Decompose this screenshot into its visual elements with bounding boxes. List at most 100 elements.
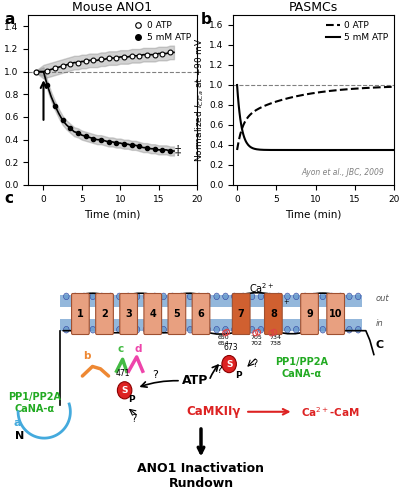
Circle shape: [249, 326, 254, 333]
Text: 734
738: 734 738: [269, 336, 281, 346]
Circle shape: [319, 326, 325, 333]
Text: ?: ?: [252, 359, 257, 369]
Text: 673: 673: [223, 343, 238, 352]
Circle shape: [81, 293, 87, 300]
Text: ‡: ‡: [174, 144, 180, 158]
Circle shape: [240, 326, 245, 333]
Y-axis label: Normalized $I_{ClCa}$ at +90 mV: Normalized $I_{ClCa}$ at +90 mV: [193, 38, 206, 162]
Circle shape: [152, 326, 157, 333]
Title: Mouse ANO1: Mouse ANO1: [72, 1, 152, 14]
Circle shape: [337, 293, 342, 300]
FancyBboxPatch shape: [264, 294, 282, 335]
Text: ANO1 Inactivation: ANO1 Inactivation: [137, 462, 264, 475]
Circle shape: [99, 293, 104, 300]
Circle shape: [169, 293, 175, 300]
Text: S: S: [121, 386, 128, 395]
Circle shape: [337, 326, 342, 333]
Text: N: N: [15, 430, 25, 440]
Circle shape: [293, 293, 298, 300]
FancyBboxPatch shape: [300, 294, 318, 335]
Circle shape: [240, 293, 245, 300]
Text: c: c: [4, 191, 13, 206]
Text: 705
702: 705 702: [250, 336, 262, 346]
Text: Ca$^{2+}$: Ca$^{2+}$: [264, 298, 290, 312]
Circle shape: [257, 326, 263, 333]
Circle shape: [72, 326, 78, 333]
Circle shape: [81, 326, 87, 333]
Circle shape: [90, 293, 95, 300]
Text: b: b: [200, 12, 211, 28]
Circle shape: [222, 293, 228, 300]
Circle shape: [196, 293, 201, 300]
Text: 7: 7: [237, 309, 244, 319]
Text: Rundown: Rundown: [168, 477, 233, 490]
Text: CaMKIIγ: CaMKIIγ: [186, 406, 239, 418]
Circle shape: [354, 293, 360, 300]
Text: 9: 9: [306, 309, 312, 319]
Text: 650
654: 650 654: [217, 336, 229, 346]
Text: S: S: [225, 360, 232, 368]
Text: ?: ?: [131, 414, 136, 424]
Text: PP1/PP2A: PP1/PP2A: [8, 392, 61, 402]
Circle shape: [117, 382, 132, 399]
Text: Ca$^{2+}$-CaM: Ca$^{2+}$-CaM: [301, 405, 359, 418]
Text: P: P: [128, 396, 135, 404]
Text: 4: 4: [149, 309, 156, 319]
Circle shape: [249, 293, 254, 300]
Circle shape: [266, 326, 272, 333]
Circle shape: [160, 326, 166, 333]
Circle shape: [231, 326, 237, 333]
Circle shape: [125, 326, 131, 333]
Circle shape: [116, 326, 122, 333]
Circle shape: [90, 326, 95, 333]
Text: a: a: [4, 12, 14, 28]
Circle shape: [221, 356, 236, 372]
Circle shape: [346, 326, 351, 333]
Circle shape: [310, 293, 316, 300]
Text: ?: ?: [216, 366, 221, 376]
Text: in: in: [375, 319, 383, 328]
Circle shape: [178, 293, 184, 300]
FancyBboxPatch shape: [71, 294, 89, 335]
Circle shape: [187, 293, 192, 300]
Circle shape: [275, 293, 281, 300]
Circle shape: [143, 326, 148, 333]
Circle shape: [284, 326, 290, 333]
Circle shape: [72, 293, 78, 300]
Text: 6: 6: [197, 309, 204, 319]
Circle shape: [160, 293, 166, 300]
Text: 5: 5: [173, 309, 180, 319]
Text: 3: 3: [125, 309, 132, 319]
Circle shape: [213, 326, 219, 333]
Text: c: c: [117, 344, 124, 354]
Circle shape: [116, 293, 122, 300]
Text: Ayon et al., JBC, 2009: Ayon et al., JBC, 2009: [301, 168, 383, 177]
Circle shape: [196, 326, 201, 333]
Y-axis label: Normalized Current at +90 mV: Normalized Current at +90 mV: [0, 30, 1, 170]
Circle shape: [284, 293, 290, 300]
Circle shape: [152, 293, 157, 300]
Circle shape: [302, 326, 307, 333]
Title: PASMCs: PASMCs: [288, 1, 337, 14]
FancyBboxPatch shape: [144, 294, 161, 335]
Text: P: P: [234, 372, 241, 380]
Circle shape: [354, 326, 360, 333]
Circle shape: [205, 293, 210, 300]
Text: 471: 471: [115, 370, 130, 378]
Circle shape: [134, 326, 140, 333]
Text: 8: 8: [269, 309, 276, 319]
Circle shape: [99, 326, 104, 333]
X-axis label: Time (min): Time (min): [84, 210, 140, 220]
Circle shape: [293, 326, 298, 333]
Text: a: a: [13, 418, 20, 428]
Circle shape: [169, 326, 175, 333]
Text: 2: 2: [101, 309, 107, 319]
Circle shape: [63, 293, 69, 300]
Circle shape: [257, 293, 263, 300]
Circle shape: [107, 293, 113, 300]
Circle shape: [178, 326, 184, 333]
Bar: [60, 319, 361, 330]
Circle shape: [328, 326, 334, 333]
Circle shape: [222, 326, 228, 333]
Text: d: d: [135, 344, 142, 354]
